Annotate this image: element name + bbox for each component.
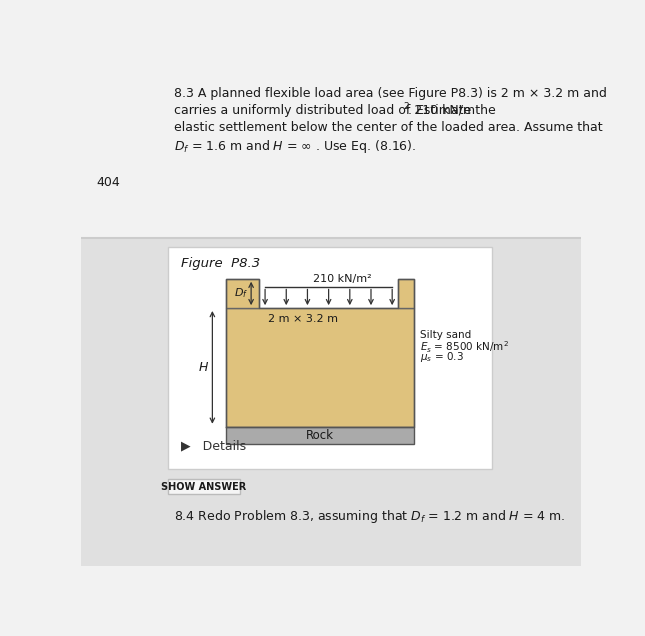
- Text: $D_f$: $D_f$: [233, 287, 248, 300]
- Text: ▶   Details: ▶ Details: [181, 439, 246, 453]
- Text: carries a uniformly distributed load of 210 kN/m: carries a uniformly distributed load of …: [174, 104, 475, 117]
- Text: 210 kN/m²: 210 kN/m²: [313, 274, 372, 284]
- Text: 2 m × 3.2 m: 2 m × 3.2 m: [268, 314, 338, 324]
- Text: 8.4 Redo Problem 8.3, assuming that $D_f$ = 1.2 m and $H$ = 4 m.: 8.4 Redo Problem 8.3, assuming that $D_f…: [174, 508, 565, 525]
- Text: $D_f$ = 1.6 m and $H$ = $\infty$ . Use Eq. (8.16).: $D_f$ = 1.6 m and $H$ = $\infty$ . Use E…: [174, 138, 416, 155]
- Text: . Estimate the: . Estimate the: [408, 104, 496, 117]
- Text: Rock: Rock: [306, 429, 334, 441]
- Text: Figure  P8.3: Figure P8.3: [181, 258, 260, 270]
- Text: SHOW ANSWER: SHOW ANSWER: [161, 481, 246, 492]
- Text: elastic settlement below the center of the loaded area. Assume that: elastic settlement below the center of t…: [174, 121, 602, 134]
- FancyBboxPatch shape: [81, 76, 580, 238]
- FancyBboxPatch shape: [168, 247, 492, 469]
- FancyBboxPatch shape: [81, 238, 580, 566]
- FancyBboxPatch shape: [399, 279, 414, 308]
- Text: $H$: $H$: [198, 361, 209, 374]
- Text: $E_s$ = 8500 kN/m$^2$: $E_s$ = 8500 kN/m$^2$: [420, 340, 509, 356]
- Text: 2: 2: [403, 102, 409, 111]
- FancyBboxPatch shape: [226, 427, 414, 444]
- Text: 8.3 A planned flexible load area (see Figure P8.3) is 2 m × 3.2 m and: 8.3 A planned flexible load area (see Fi…: [174, 87, 606, 100]
- Text: $\mu_s$ = 0.3: $\mu_s$ = 0.3: [420, 350, 464, 364]
- FancyBboxPatch shape: [226, 308, 414, 427]
- Text: Silty sand: Silty sand: [420, 329, 471, 340]
- FancyBboxPatch shape: [226, 279, 259, 308]
- Text: 404: 404: [96, 176, 120, 190]
- FancyBboxPatch shape: [81, 76, 580, 566]
- FancyBboxPatch shape: [168, 479, 239, 494]
